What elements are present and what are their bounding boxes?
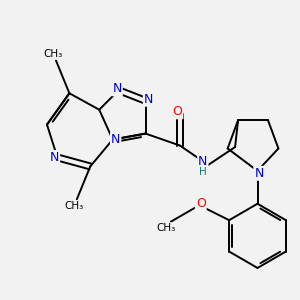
Text: N: N [111,133,120,146]
Text: CH₃: CH₃ [43,49,63,59]
Text: N: N [198,155,208,168]
Text: O: O [172,105,182,118]
Text: N: N [50,151,59,164]
Text: N: N [254,167,264,180]
Text: CH₃: CH₃ [64,201,83,211]
Text: O: O [196,197,206,210]
Text: CH₃: CH₃ [157,223,176,233]
Text: H: H [199,167,207,177]
Text: N: N [112,82,122,95]
Text: N: N [144,93,153,106]
